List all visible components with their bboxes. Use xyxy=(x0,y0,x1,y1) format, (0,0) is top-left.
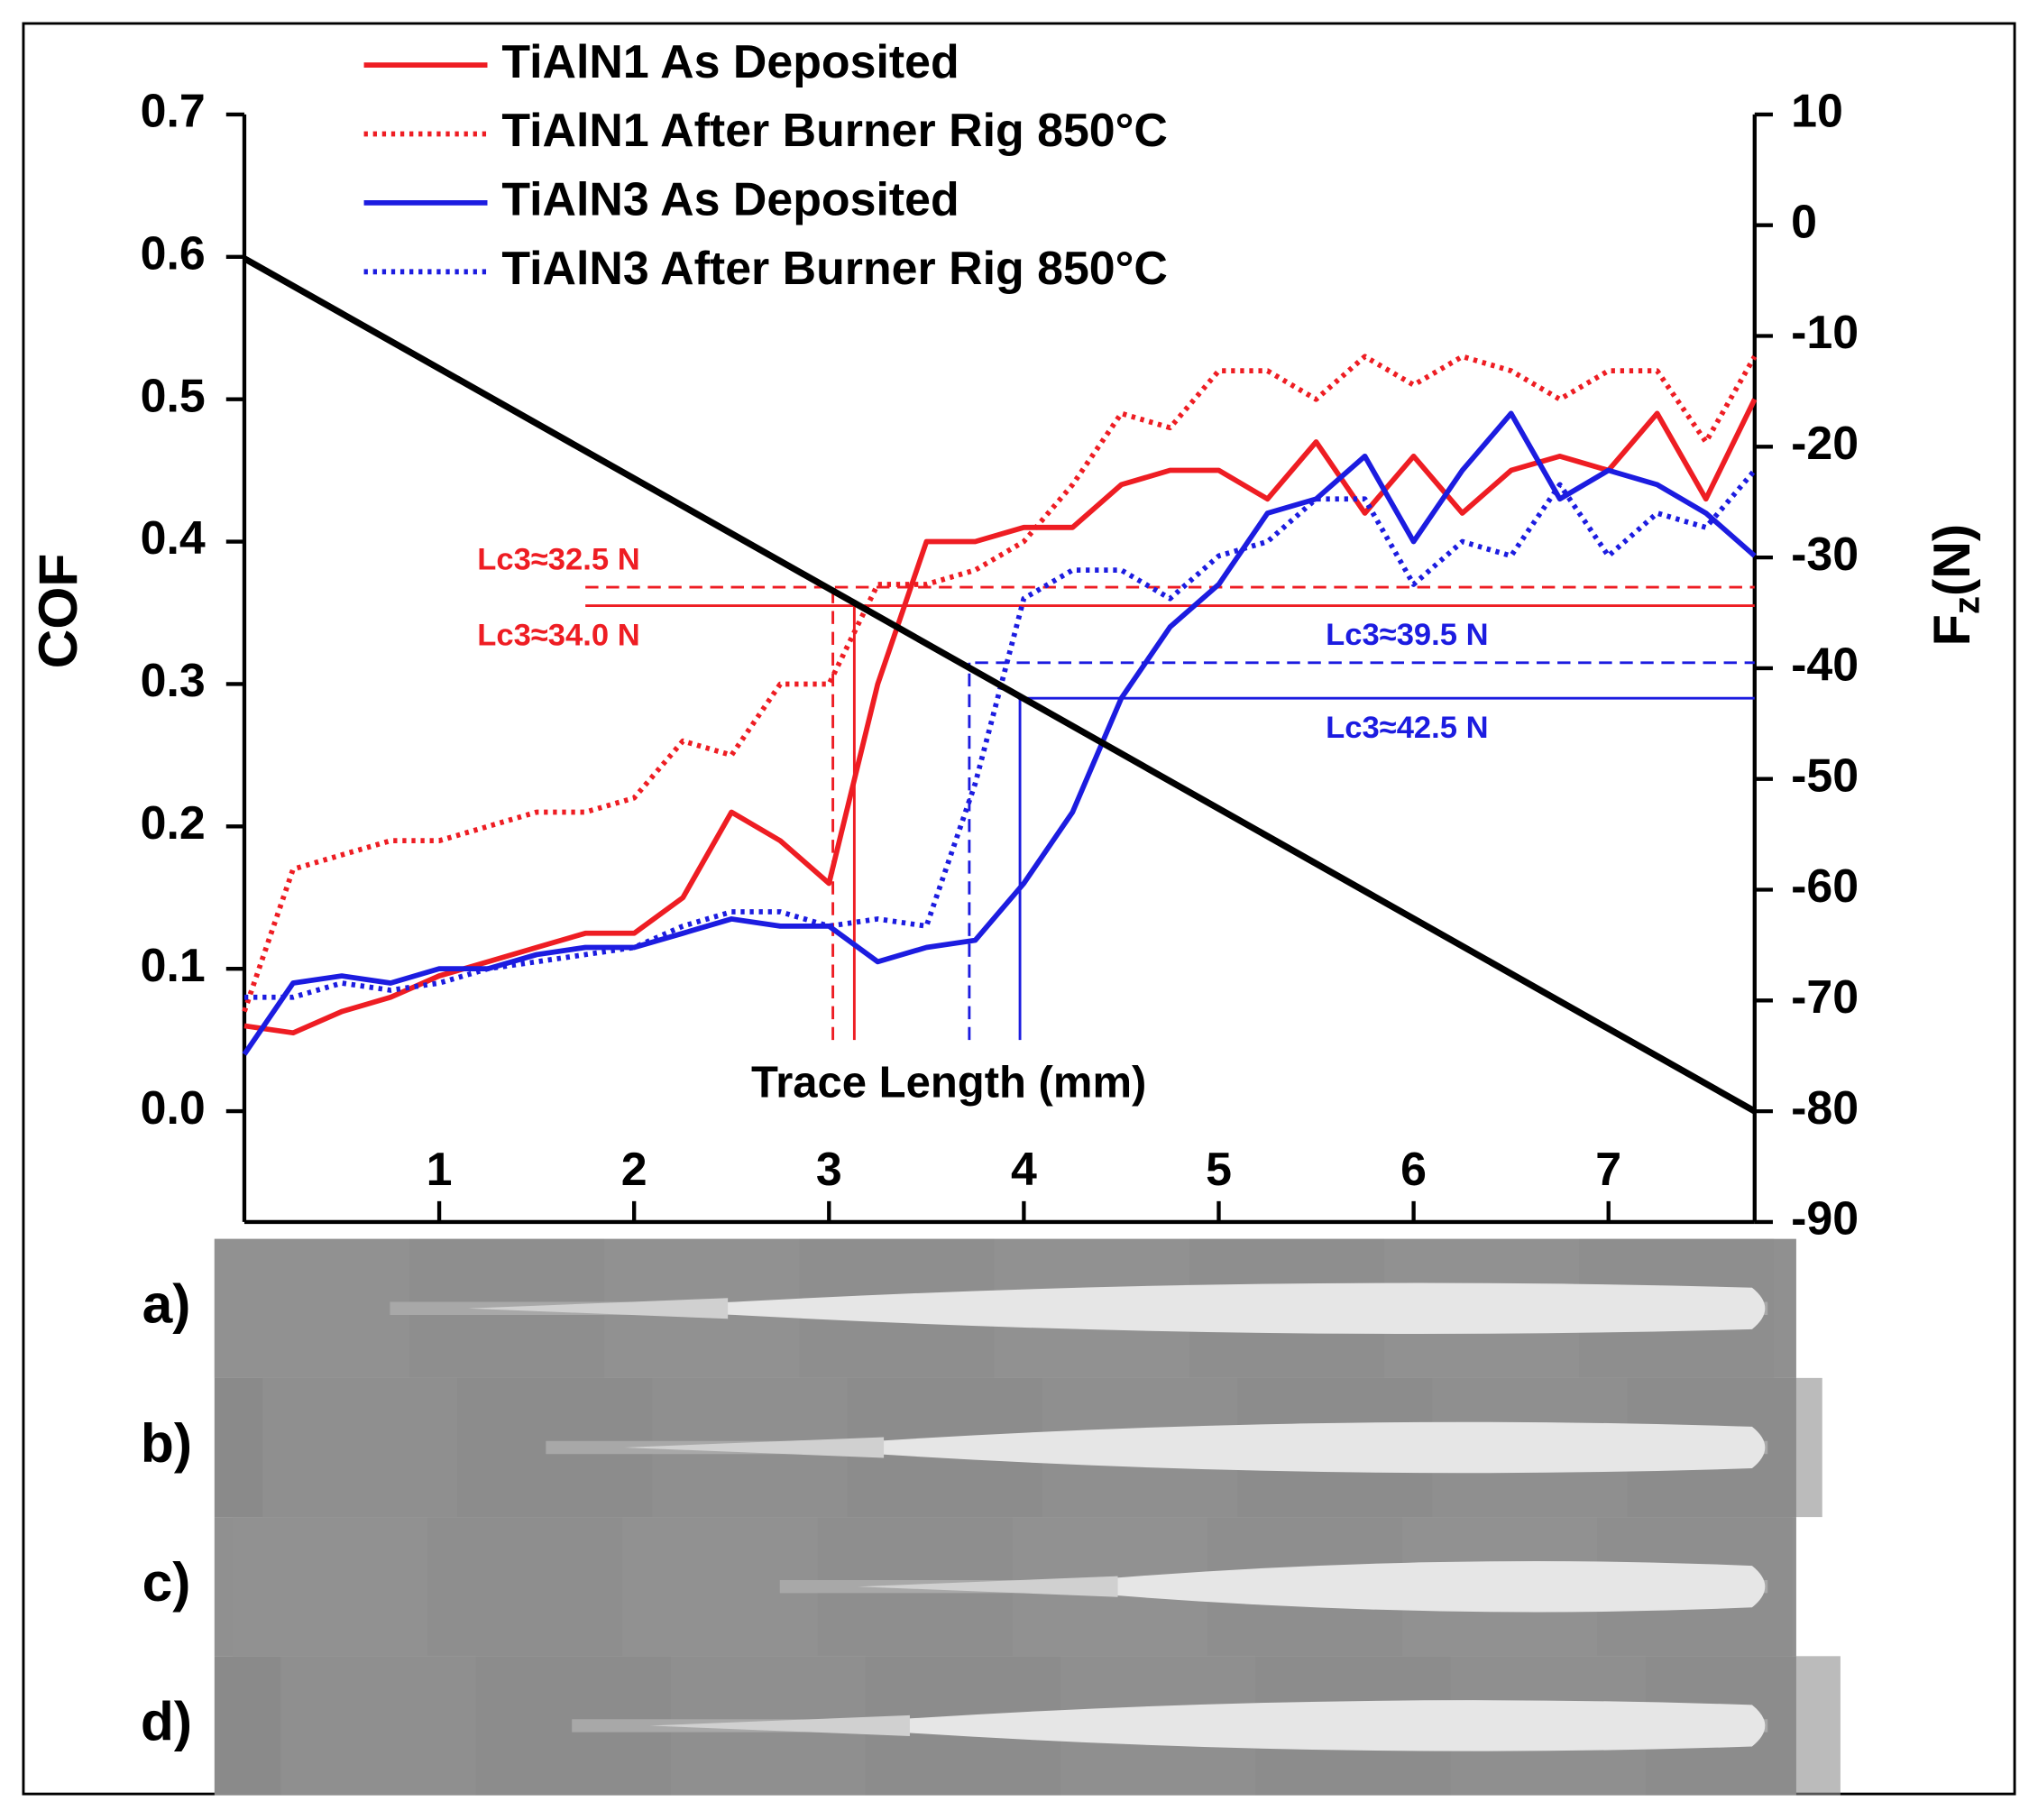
scratch-damage xyxy=(623,1282,1766,1335)
y2-tick-label: -60 xyxy=(1791,859,1859,912)
micrograph-tile xyxy=(280,1656,476,1796)
y-tick-label: 0.4 xyxy=(141,511,206,564)
legend-label: TiAlN1 As Deposited xyxy=(501,35,959,87)
scratch-debris xyxy=(623,1437,885,1458)
x-axis-label: Trace Length (mm) xyxy=(751,1059,1146,1108)
panel-label: d) xyxy=(141,1690,192,1751)
y2-tick-label: -70 xyxy=(1791,970,1859,1023)
y2-tick-label: -10 xyxy=(1791,306,1859,358)
y2-tick-label: -40 xyxy=(1791,639,1859,691)
y-tick-label: 0.2 xyxy=(141,796,206,849)
y2-tick-label: -90 xyxy=(1791,1192,1859,1245)
cof-line xyxy=(243,468,1757,1000)
y2-label-sub: z xyxy=(1945,596,1987,614)
y2-tick-label: -80 xyxy=(1791,1081,1859,1134)
load-line xyxy=(243,255,1757,1115)
y-tick-label: 0.7 xyxy=(141,85,206,137)
micrograph-tile xyxy=(427,1517,623,1657)
scratch-damage xyxy=(779,1421,1766,1474)
y-tick-label: 0.3 xyxy=(141,654,206,706)
scratch-damage xyxy=(805,1700,1766,1751)
annotation-label: Lc3≈34.0 N xyxy=(477,618,639,652)
annotation-label: Lc3≈39.5 N xyxy=(1326,618,1488,652)
y2-tick-label: -20 xyxy=(1791,417,1859,469)
scratch-damage xyxy=(1014,1560,1766,1613)
micrograph-tile xyxy=(262,1377,458,1518)
y2-tick-label: -30 xyxy=(1791,528,1859,580)
x-tick-label: 3 xyxy=(816,1143,842,1195)
x-tick-label: 4 xyxy=(1011,1143,1037,1195)
x-tick-label: 7 xyxy=(1595,1143,1621,1195)
cof-line xyxy=(243,398,1758,1036)
y-tick-label: 0.6 xyxy=(141,226,206,279)
y2-label-main: F xyxy=(1923,614,1981,646)
panel-label: c) xyxy=(142,1551,191,1613)
annotation-label: Lc3≈42.5 N xyxy=(1326,711,1488,745)
y2-label-suffix: (N) xyxy=(1923,524,1981,596)
legend-label: TiAlN3 As Deposited xyxy=(501,173,959,225)
y-tick-label: 0.5 xyxy=(141,369,206,421)
legend-label: TiAlN3 After Burner Rig 850°C xyxy=(501,242,1168,294)
x-tick-label: 5 xyxy=(1206,1143,1232,1195)
y2-tick-label: -50 xyxy=(1791,749,1859,801)
scratch-debris xyxy=(649,1714,910,1736)
x-tick-label: 6 xyxy=(1400,1143,1427,1195)
scratch-debris xyxy=(858,1576,1118,1597)
y2-axis-label: Fz(N) xyxy=(1923,524,1987,646)
y-tick-label: 0.0 xyxy=(141,1081,206,1134)
y-axis-label: COF xyxy=(27,554,88,669)
panel-label: b) xyxy=(141,1412,192,1474)
annotation-label: Lc3≈32.5 N xyxy=(477,542,639,576)
scratch-debris xyxy=(467,1298,729,1319)
y2-tick-label: 0 xyxy=(1791,195,1817,247)
micrograph-tile xyxy=(214,1238,410,1378)
cof-line xyxy=(242,354,1758,1013)
legend-label: TiAlN1 After Burner Rig 850°C xyxy=(501,104,1168,156)
panel-label: a) xyxy=(142,1273,191,1335)
x-tick-label: 2 xyxy=(621,1143,647,1195)
x-tick-label: 1 xyxy=(427,1143,453,1195)
micrograph-tile xyxy=(232,1517,428,1657)
y2-tick-label: 10 xyxy=(1791,85,1843,137)
y-tick-label: 0.1 xyxy=(141,939,206,991)
